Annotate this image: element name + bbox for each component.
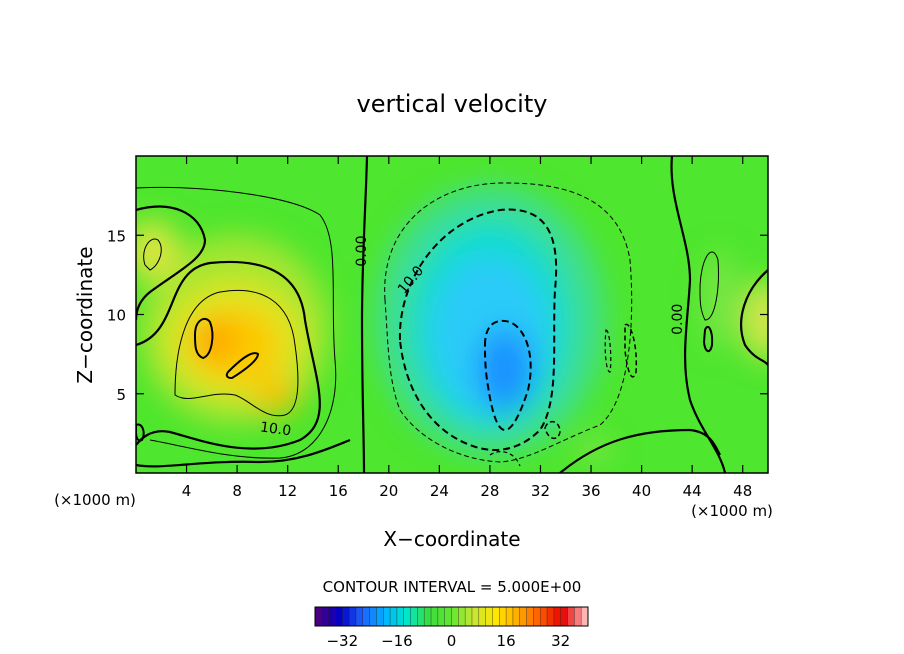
updraft-right-edge: [743, 280, 768, 360]
colorbar-swatch: [321, 607, 330, 626]
colorbar-swatch: [478, 607, 487, 626]
x-tick-label: 12: [278, 482, 297, 500]
x-unit-label-right: (×1000 m): [691, 502, 773, 520]
y-tick-label: 5: [116, 386, 126, 404]
colorbar-tick-label: 16: [497, 632, 516, 650]
colorbar-swatch: [540, 607, 548, 626]
colorbar-swatch: [342, 607, 350, 626]
y-axis: 5 10 15: [107, 227, 768, 404]
weak-region-right: [702, 250, 738, 350]
contour-zero-right: [559, 156, 768, 473]
colorbar: −32 −16 0 16 32: [314, 606, 589, 650]
colorbar-swatch: [465, 607, 473, 626]
contour-positive-top-left: [143, 238, 162, 271]
colorbar-swatch: [458, 607, 466, 626]
contour-positive-15: [174, 289, 299, 417]
x-tick-label: 48: [733, 482, 752, 500]
colorbar-swatch: [355, 607, 364, 626]
colorbar-swatch: [512, 607, 521, 626]
contour-zero-loop-1: [193, 317, 214, 360]
colorbar-swatch: [390, 607, 398, 626]
contour-positive-10: [136, 187, 337, 459]
colorbar-swatch: [499, 607, 507, 626]
colorbar-swatch: [335, 607, 343, 626]
colorbar-swatch: [431, 607, 439, 626]
y-tick-label: 10: [107, 307, 126, 325]
contour-interval-text: CONTOUR INTERVAL = 5.000E+00: [323, 578, 582, 596]
colorbar-swatch: [417, 607, 425, 626]
colorbar-tick-label: 0: [447, 632, 457, 650]
x-axis-title: X−coordinate: [383, 527, 520, 551]
colorbar-swatch: [376, 607, 384, 626]
downdraft-region-core: [477, 328, 533, 412]
colorbar-swatch: [403, 607, 412, 626]
colorbar-swatch: [315, 607, 323, 626]
x-tick-label: 16: [329, 482, 348, 500]
colorbar-swatch: [485, 607, 493, 626]
colorbar-swatch: [451, 607, 459, 626]
x-tick-label: 28: [480, 482, 499, 500]
contour-label: 10.0: [259, 419, 292, 439]
colorbar-swatch: [444, 607, 452, 626]
x-tick-label: 32: [531, 482, 550, 500]
colorbar-swatch: [506, 607, 514, 626]
colorbar-swatch: [574, 607, 582, 626]
colorbar-swatch: [410, 607, 418, 626]
contour-lines: [136, 156, 768, 473]
contour-label: 0.00: [670, 304, 686, 335]
colorbar-frame: [314, 606, 589, 627]
colorbar-swatch: [567, 607, 575, 626]
colorbar-swatch: [547, 607, 555, 626]
contour-zero-loop-2: [225, 352, 260, 380]
x-unit-label-left: (×1000 m): [54, 491, 136, 509]
colorbar-swatch: [471, 607, 480, 626]
y-axis-title: Z−coordinate: [73, 246, 97, 383]
contour-zero-loop-3: [702, 325, 714, 353]
contour-zero-center: [360, 156, 369, 473]
y-tick-label: 15: [107, 227, 126, 245]
colorbar-swatch: [383, 607, 391, 626]
contour-negative-small-2: [624, 323, 638, 378]
x-tick-label: 24: [430, 482, 449, 500]
colorbar-swatch: [328, 607, 336, 626]
x-tick-label: 44: [683, 482, 702, 500]
contour-negative-small-4: [489, 451, 521, 467]
x-tick-label: 36: [581, 482, 600, 500]
x-tick-label: 8: [232, 482, 242, 500]
colorbar-tick-label: −32: [326, 632, 358, 650]
colorbar-tick-label: 32: [551, 632, 570, 650]
updraft-region-lower: [250, 375, 300, 415]
colorbar-swatch: [533, 607, 541, 626]
colorbar-swatch: [362, 607, 371, 626]
colorbar-swatch: [396, 607, 405, 626]
contour-zero-left: [136, 205, 351, 468]
colorbar-tick-label: −16: [381, 632, 413, 650]
x-tick-label: 20: [379, 482, 398, 500]
contour-negative-small-1: [544, 420, 561, 440]
contour-negative-small-3: [604, 329, 612, 373]
contour-positive-right: [699, 251, 719, 321]
colorbar-swatch: [553, 607, 562, 626]
x-tick-label: 40: [632, 482, 651, 500]
colorbar-swatch: [581, 607, 589, 626]
colorbar-swatch: [519, 607, 528, 626]
colorbar-swatch: [349, 607, 357, 626]
colorbar-swatch: [526, 607, 534, 626]
velocity-field: [136, 156, 768, 473]
colorbar-swatch: [437, 607, 446, 626]
colorbar-swatch: [369, 607, 377, 626]
contour-negative-10: [398, 208, 558, 451]
x-axis: 4 8 12 16 20 24 28 32 36 40 44 48: [182, 156, 752, 500]
colorbar-swatch: [424, 607, 432, 626]
x-tick-label: 4: [182, 482, 192, 500]
updraft-top-left: [136, 220, 180, 280]
contour-label: 0.00: [354, 236, 370, 267]
contour-negative-20: [483, 320, 532, 432]
chart-title: vertical velocity: [357, 90, 548, 118]
colorbar-swatch: [560, 607, 569, 626]
updraft-region-peak: [193, 320, 237, 360]
colorbar-swatch: [492, 607, 500, 626]
